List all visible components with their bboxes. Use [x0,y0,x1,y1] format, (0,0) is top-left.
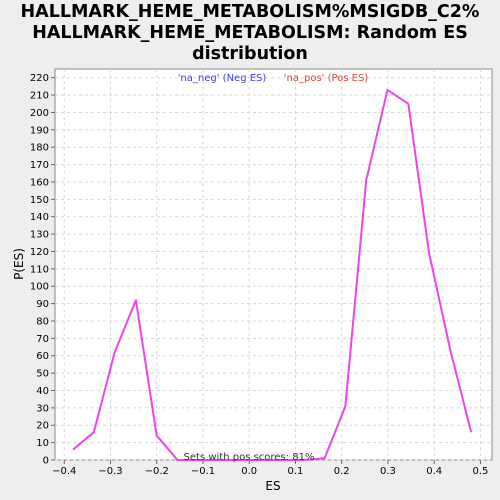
y-tick-label: 120 [30,247,49,258]
grid-lines [55,69,492,461]
y-tick-label: 40 [36,386,49,397]
y-tick-label: 0 [43,456,49,467]
y-tick-label: 80 [36,316,49,327]
x-tick-label: 0.2 [334,466,350,477]
y-tick-label: 30 [36,403,49,414]
y-tick-label: 180 [30,143,49,154]
y-tick-label: 50 [36,369,49,380]
legend-entry-neg: 'na_neg' (Neg ES) [178,73,267,84]
y-tick-label: 160 [30,177,49,188]
y-tick-label: 170 [30,160,49,171]
axes: 0 10 20 30 40 50 60 70 80 90 100 110 120 130 140 150 160… [30,73,488,477]
legend-entry-pos: 'na_pos' (Pos ES) [284,73,369,84]
y-tick-label: 140 [30,212,49,223]
y-tick-label: 100 [30,282,49,293]
y-tick-label: 190 [30,125,49,136]
y-tick-label: 210 [30,91,49,102]
y-tick-label: 150 [30,195,49,206]
y-tick-label: 200 [30,108,49,119]
x-tick-label: 0.4 [426,466,442,477]
series-line [72,88,473,461]
y-tick-label: 220 [30,73,49,84]
y-tick-label: 10 [36,438,49,449]
title-line-1: HALLMARK_HEME_METABOLISM%MSIGDB_C2% [20,2,480,22]
y-tick-label: 20 [36,421,49,432]
title-line-3: distribution [192,44,308,64]
y-tick-label: 70 [36,334,49,345]
x-tick-label: 0.3 [380,466,396,477]
y-axis-label: P(ES) [12,248,26,280]
y-tick-label: 130 [30,230,49,241]
x-tick-label: 0.1 [288,466,304,477]
x-tick-label: −0.2 [145,466,169,477]
x-tick-label: −0.4 [52,466,76,477]
y-tick-label: 110 [30,264,49,275]
chart-title: HALLMARK_HEME_METABOLISM%MSIGDB_C2% HALL… [0,2,500,65]
x-axis-label: ES [265,479,280,493]
annotation-pos-scores: Sets with pos scores: 81% [184,452,315,463]
title-line-2: HALLMARK_HEME_METABOLISM: Random ES [32,23,468,43]
series-layer [72,88,473,461]
x-tick-label: −0.1 [191,466,215,477]
y-tick-label: 90 [36,299,49,310]
x-tick-label: −0.3 [98,466,122,477]
x-tick-label: 0.0 [241,466,257,477]
plot-area [54,68,493,461]
x-tick-label: 0.5 [472,466,488,477]
y-tick-label: 60 [36,351,49,362]
